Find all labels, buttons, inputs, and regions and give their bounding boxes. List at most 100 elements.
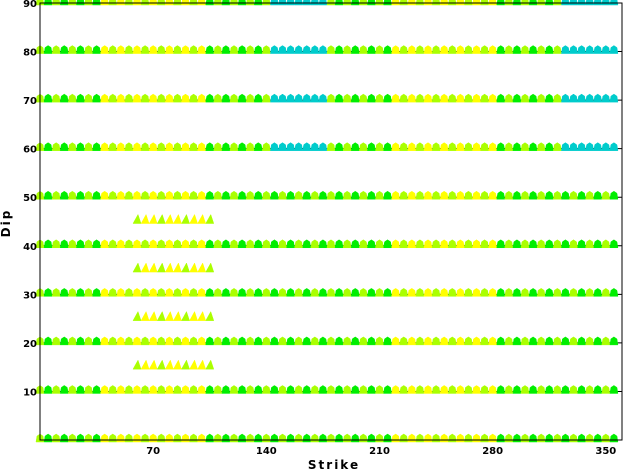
fit-glyph xyxy=(585,45,594,54)
fit-glyph xyxy=(391,93,400,103)
fit-glyph xyxy=(383,190,392,200)
fit-glyph xyxy=(480,385,489,394)
fit-glyph xyxy=(561,142,570,151)
fit-glyph xyxy=(253,385,263,394)
fit-glyph xyxy=(294,45,303,54)
fit-glyph xyxy=(367,45,376,54)
fit-glyph xyxy=(140,213,150,224)
fit-glyph xyxy=(447,336,457,346)
fit-glyph xyxy=(504,239,514,249)
fit-glyph xyxy=(189,262,198,273)
fit-glyph xyxy=(375,385,384,394)
fit-glyph xyxy=(197,336,206,346)
fit-glyph xyxy=(464,433,473,443)
fit-glyph xyxy=(456,142,465,151)
fit-glyph xyxy=(51,142,61,151)
fit-glyph xyxy=(140,45,150,54)
fit-glyph xyxy=(148,433,158,443)
fit-glyph xyxy=(197,239,206,249)
fit-glyph xyxy=(577,433,586,443)
fit-glyph xyxy=(229,288,239,297)
fit-glyph xyxy=(140,385,150,394)
fit-glyph xyxy=(262,433,271,443)
fit-glyph xyxy=(262,190,271,200)
fit-glyph xyxy=(237,433,247,443)
fit-glyph xyxy=(148,239,158,249)
fit-glyph xyxy=(205,190,215,200)
fit-glyph xyxy=(399,45,409,54)
fit-glyph xyxy=(43,142,53,151)
fit-glyph xyxy=(350,336,360,346)
fit-glyph xyxy=(520,93,530,103)
fit-glyph xyxy=(197,45,206,54)
fit-glyph xyxy=(189,239,198,249)
fit-glyph xyxy=(302,336,312,346)
fit-glyph xyxy=(383,385,392,394)
fit-glyph xyxy=(375,239,384,249)
fit-glyph xyxy=(439,142,449,151)
fit-glyph xyxy=(318,93,328,103)
fit-glyph xyxy=(68,336,77,346)
fit-glyph xyxy=(431,93,441,103)
fit-glyph xyxy=(140,336,150,346)
fit-glyph xyxy=(253,433,263,443)
fit-glyph xyxy=(84,385,93,394)
fit-glyph xyxy=(569,336,578,346)
x-tick-label: 280 xyxy=(482,446,503,457)
fit-glyph xyxy=(528,190,538,200)
fit-glyph xyxy=(51,190,61,200)
fit-glyph xyxy=(536,190,546,200)
fit-glyph xyxy=(544,433,554,443)
y-axis-label: Dip xyxy=(0,209,13,238)
fit-glyph xyxy=(512,45,522,54)
fit-glyph xyxy=(375,433,384,443)
fit-glyph xyxy=(464,190,473,200)
fit-glyph xyxy=(286,433,295,443)
fit-glyph xyxy=(488,239,497,249)
fit-glyph xyxy=(262,336,271,346)
fit-glyph xyxy=(601,142,611,151)
fit-glyph xyxy=(43,433,53,443)
fit-glyph xyxy=(326,288,336,297)
fit-glyph xyxy=(569,142,578,151)
fit-glyph xyxy=(561,385,570,394)
fit-glyph xyxy=(326,45,336,54)
fit-glyph xyxy=(197,213,207,224)
fit-glyph xyxy=(447,190,457,200)
fit-glyph xyxy=(302,190,312,200)
fit-glyph xyxy=(439,93,449,103)
fit-glyph xyxy=(205,93,215,103)
fit-glyph xyxy=(447,288,457,297)
fit-glyph xyxy=(270,190,279,200)
fit-glyph xyxy=(561,336,570,346)
fit-glyph xyxy=(359,142,368,151)
fit-glyph xyxy=(189,213,198,224)
y-tick-label: 60 xyxy=(23,145,37,156)
fit-glyph xyxy=(132,288,142,297)
fit-glyph xyxy=(512,288,522,297)
fit-glyph xyxy=(124,336,134,346)
fit-glyph xyxy=(512,190,522,200)
fit-glyph xyxy=(326,433,336,443)
fit-glyph xyxy=(189,142,198,151)
fit-glyph xyxy=(189,433,198,443)
fit-glyph xyxy=(334,142,344,151)
fit-glyph xyxy=(553,288,562,297)
fit-glyph xyxy=(504,142,514,151)
fit-glyph xyxy=(132,310,142,321)
fit-glyph xyxy=(359,433,368,443)
fit-glyph xyxy=(237,239,247,249)
fit-glyph xyxy=(116,190,126,200)
fit-glyph xyxy=(342,385,352,394)
fit-glyph xyxy=(148,310,158,321)
fit-glyph xyxy=(165,433,174,443)
fit-glyph xyxy=(140,288,150,297)
fit-glyph xyxy=(270,433,279,443)
fit-glyph xyxy=(294,142,303,151)
fit-glyph xyxy=(165,288,174,297)
fit-glyph xyxy=(399,190,409,200)
fit-glyph xyxy=(423,45,433,54)
fit-glyph xyxy=(156,262,166,273)
fit-glyph xyxy=(270,93,279,103)
fit-glyph xyxy=(189,93,198,103)
